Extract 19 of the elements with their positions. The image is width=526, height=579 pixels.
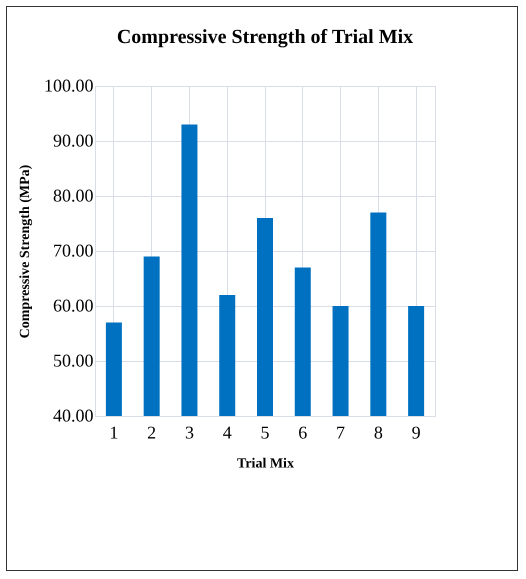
y-tick-label: 100.00 bbox=[44, 76, 94, 96]
y-tick-label: 50.00 bbox=[53, 350, 94, 370]
x-tick-label: 7 bbox=[336, 422, 346, 442]
y-tick-label: 40.00 bbox=[53, 406, 94, 426]
x-tick-label: 8 bbox=[374, 422, 383, 442]
x-tick-label: 1 bbox=[109, 422, 118, 442]
y-tick-label: 90.00 bbox=[53, 130, 94, 150]
y-axis-title: Compressive Strength (MPa) bbox=[18, 164, 33, 338]
x-tick-label: 3 bbox=[184, 422, 194, 442]
x-tick-label: 2 bbox=[147, 422, 156, 442]
x-tick-label: 9 bbox=[412, 422, 421, 442]
chart-title: Compressive Strength of Trial Mix bbox=[116, 26, 414, 48]
x-tick-label: 4 bbox=[222, 422, 232, 442]
y-tick-label: 60.00 bbox=[53, 296, 94, 316]
y-tick-label: 80.00 bbox=[53, 186, 94, 206]
x-tick-label: 5 bbox=[260, 422, 270, 442]
x-tick-label: 6 bbox=[298, 422, 308, 442]
y-tick-label: 70.00 bbox=[53, 240, 94, 260]
x-axis-title: Trial Mix bbox=[237, 456, 294, 472]
